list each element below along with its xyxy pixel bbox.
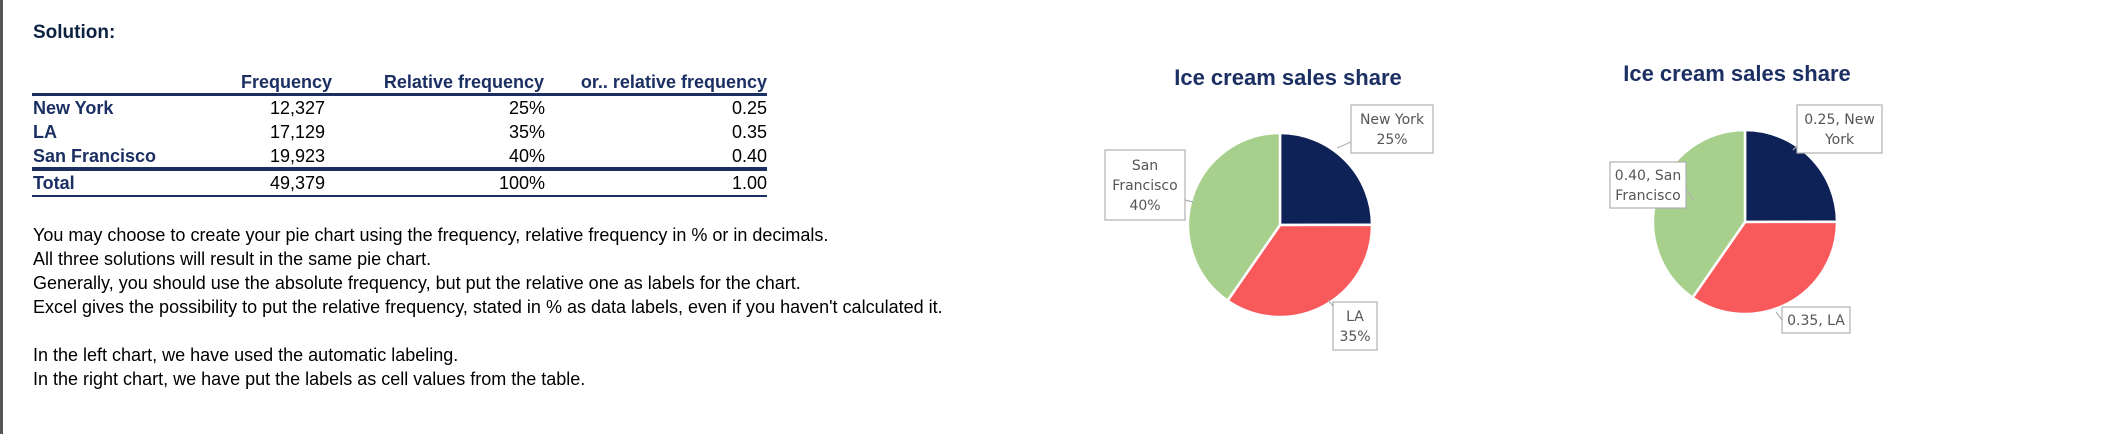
- row-frequency: 12,327: [269, 98, 325, 118]
- row-city: San Francisco: [33, 146, 157, 166]
- data-label-box-la: [1332, 301, 1378, 351]
- note-line: All three solutions will result in the s…: [33, 249, 432, 269]
- leader-line: [1792, 145, 1798, 151]
- pie-slices: [1651, 128, 1839, 316]
- chart-title: Ice cream sales share: [1623, 61, 1851, 86]
- data-label-text: 0.25, New: [1804, 112, 1875, 128]
- left-edge-bar: [0, 0, 3, 434]
- row-relative-decimal: 0.35: [731, 122, 767, 142]
- data-label-box-new-york: [1796, 104, 1883, 154]
- header-relative-frequency-decimal: or.. relative frequency: [580, 72, 767, 92]
- row-relative-percent: 25%: [508, 98, 545, 118]
- data-label-text: 40%: [1129, 198, 1160, 214]
- note-line: In the right chart, we have put the labe…: [33, 369, 586, 389]
- row-relative-decimal: 0.40: [731, 146, 767, 166]
- note-line: [33, 319, 943, 343]
- data-label-text: 0.35, LA: [1787, 313, 1845, 329]
- note-line: In the left chart, we have used the auto…: [33, 345, 459, 365]
- row-frequency: 17,129: [269, 122, 325, 142]
- header-relative-frequency: Relative frequency: [383, 72, 544, 92]
- row-relative-decimal: 0.25: [731, 98, 767, 118]
- leader-line: [1336, 141, 1352, 149]
- pie-slice-san-francisco: [1186, 131, 1282, 303]
- row-relative-percent: 35%: [508, 122, 545, 142]
- pie-slice-new-york: [1743, 128, 1839, 224]
- bottom-rule: [32, 195, 767, 197]
- chart-title: Ice cream sales share: [1174, 65, 1402, 90]
- header-rule: [32, 93, 767, 96]
- data-label-text: 25%: [1376, 132, 1407, 148]
- pie-slice-la: [1690, 220, 1839, 316]
- header-frequency: Frequency: [240, 72, 332, 92]
- data-label-box-new-york: [1350, 104, 1434, 154]
- leader-line: [1327, 299, 1334, 307]
- leader-line: [1775, 311, 1783, 321]
- leader-line: [1685, 189, 1695, 201]
- table-row: San Francisco 19,923 40% 0.40: [32, 144, 767, 168]
- pie-chart-left: Ice cream sales share New York 25% LA 35% Sa…: [1104, 65, 1434, 351]
- table-total-row: Total 49,379 100% 1.00: [32, 171, 767, 195]
- data-labels: 0.25, New York 0.35, LA 0.40, San Francisco: [1609, 104, 1883, 334]
- data-label-box-san-francisco: [1104, 149, 1186, 221]
- solution-heading: Solution:: [33, 22, 116, 43]
- data-label-text: 35%: [1339, 329, 1370, 345]
- note-line: Excel gives the possibility to put the r…: [33, 297, 943, 317]
- row-city: New York: [33, 98, 114, 118]
- data-label-text: Francisco: [1615, 188, 1680, 204]
- total-frequency: 49,379: [269, 173, 325, 193]
- total-label: Total: [33, 173, 75, 193]
- explanation-notes: You may choose to create your pie chart …: [33, 223, 943, 391]
- row-relative-percent: 40%: [508, 146, 545, 166]
- data-label-text: San: [1132, 158, 1158, 174]
- total-relative-percent: 100%: [498, 173, 545, 193]
- data-label-text: New York: [1360, 112, 1425, 128]
- row-city: LA: [33, 122, 57, 142]
- table-row: LA 17,129 35% 0.35: [32, 120, 767, 144]
- data-labels: New York 25% LA 35% San Francisco 40%: [1104, 104, 1434, 351]
- total-rule: [32, 167, 767, 171]
- data-label-text: LA: [1346, 309, 1364, 325]
- pie-slices: [1186, 131, 1374, 319]
- data-label-box-la: [1781, 306, 1851, 334]
- pie-slice-la: [1225, 223, 1374, 319]
- data-label-box-san-francisco: [1609, 161, 1687, 209]
- row-frequency: 19,923: [269, 146, 325, 166]
- leader-line: [1184, 199, 1194, 203]
- data-label-text: Francisco: [1112, 178, 1177, 194]
- note-line: You may choose to create your pie chart …: [33, 225, 829, 245]
- total-relative-decimal: 1.00: [731, 173, 767, 193]
- data-label-text: York: [1824, 132, 1855, 148]
- note-line: Generally, you should use the absolute f…: [33, 273, 801, 293]
- data-label-text: 0.40, San: [1615, 168, 1681, 184]
- table-header-row: Frequency Relative frequency or.. relati…: [32, 70, 767, 94]
- pie-chart-right: Ice cream sales share 0.25, New York 0.35,…: [1609, 61, 1883, 334]
- table-row: New York 12,327 25% 0.25: [32, 96, 767, 120]
- pie-slice-new-york: [1278, 131, 1374, 227]
